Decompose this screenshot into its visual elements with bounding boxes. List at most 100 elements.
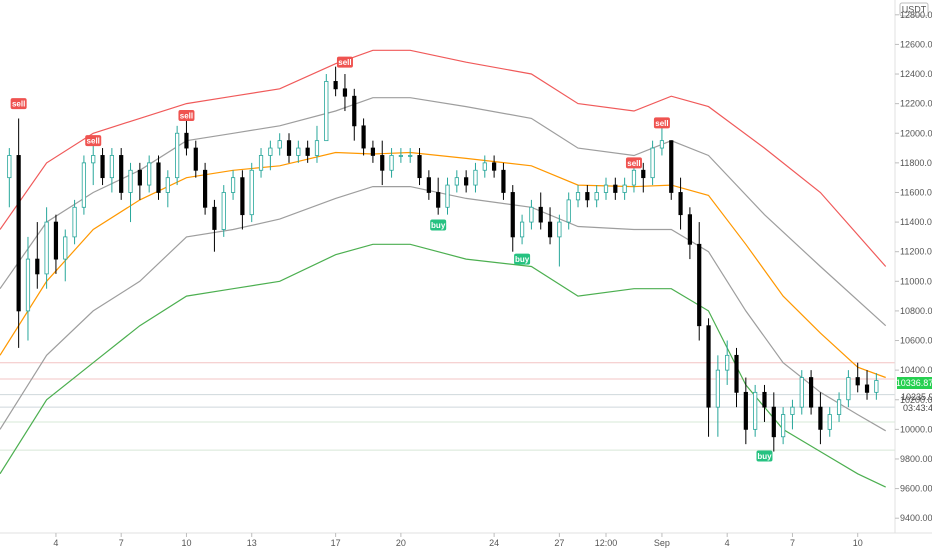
candle — [221, 185, 226, 237]
y-tick-label: 12400.00 — [900, 69, 932, 79]
candle — [277, 133, 282, 156]
signal-label: buy — [757, 452, 772, 461]
candle-body — [538, 206, 543, 223]
signals: sell sell sell sell buy buy sell sell buy — [10, 56, 773, 462]
candle-body — [35, 258, 40, 275]
candle — [72, 199, 77, 245]
candle — [743, 377, 748, 445]
signal-label: sell — [655, 119, 668, 128]
candle-body — [212, 206, 217, 230]
candle-body — [482, 162, 487, 171]
candle — [864, 370, 870, 400]
candle-body — [594, 192, 599, 201]
x-tick-label: 27 — [554, 538, 564, 548]
candle-body — [613, 184, 618, 193]
buy-signal: buy — [756, 450, 773, 462]
lower-inner-band-line — [0, 186, 887, 432]
candle — [361, 118, 366, 156]
x-tick-label: 10 — [853, 538, 863, 548]
y-tick-label: 10600.00 — [900, 336, 932, 346]
candle-body — [734, 354, 739, 393]
candle — [566, 192, 571, 230]
y-tick-label: 9400.00 — [900, 513, 932, 523]
candle-body — [165, 177, 170, 193]
candle — [44, 207, 49, 289]
candle-body — [603, 184, 609, 193]
signal-box — [514, 253, 531, 265]
candle-body — [641, 169, 646, 179]
candle — [687, 207, 692, 260]
candle-body — [203, 169, 208, 208]
candle-body — [445, 184, 450, 208]
candle — [436, 177, 441, 215]
candle-body — [16, 155, 21, 312]
x-tick-label: 20 — [396, 538, 406, 548]
x-tick-label: 4 — [53, 538, 58, 548]
candle-body — [585, 192, 590, 201]
candle-body — [193, 147, 198, 171]
candle-body — [286, 140, 292, 156]
candle — [25, 236, 31, 341]
current-price-label: 10336.87 — [896, 378, 932, 388]
x-tick-label: 12:00 — [595, 538, 618, 548]
candle — [669, 140, 674, 200]
sell-signal: sell — [336, 56, 353, 68]
candle — [165, 170, 170, 208]
signal-label: buy — [431, 221, 446, 230]
candle-body — [314, 140, 320, 156]
candle — [753, 384, 758, 437]
candle-body — [128, 169, 133, 193]
candle-body — [855, 377, 860, 386]
x-tick-label: 4 — [725, 538, 730, 548]
candle — [305, 140, 310, 163]
candle-body — [454, 177, 459, 186]
candle — [771, 392, 776, 452]
candle-body — [361, 125, 366, 149]
candle-body — [510, 192, 515, 238]
candle-body — [529, 206, 534, 223]
candle — [175, 125, 180, 186]
candles — [7, 66, 879, 452]
signal-label: sell — [87, 137, 100, 146]
candle-body — [100, 155, 105, 179]
sell-signal: sell — [10, 98, 27, 110]
signal-label: sell — [12, 100, 25, 109]
candle-body — [827, 414, 832, 430]
candle — [697, 222, 702, 341]
candle — [659, 125, 665, 156]
candle — [408, 148, 413, 163]
bands — [0, 49, 887, 488]
candle — [417, 148, 422, 186]
candle-body — [771, 406, 776, 438]
candle — [389, 148, 394, 178]
candle — [333, 66, 338, 97]
candle-body — [53, 221, 59, 260]
sell-signal: sell — [85, 135, 102, 147]
candle — [137, 162, 142, 200]
candle-body — [63, 236, 68, 260]
candle-body — [277, 140, 282, 149]
candle — [184, 118, 189, 156]
candle — [454, 170, 459, 193]
candle-body — [109, 155, 114, 179]
candle-body — [370, 147, 376, 156]
candle — [445, 177, 450, 215]
candle — [352, 88, 357, 141]
candle-body — [119, 155, 124, 193]
sell-signal: sell — [178, 109, 195, 121]
candle — [538, 192, 543, 230]
candle — [808, 370, 814, 415]
signal-box — [756, 450, 773, 462]
candle — [874, 373, 879, 400]
y-tick-label: 12600.00 — [900, 39, 932, 49]
currency-label: USDT — [902, 5, 927, 15]
candle-body — [156, 162, 161, 193]
candle — [370, 140, 376, 163]
candle-body — [91, 155, 96, 164]
candle — [510, 185, 515, 252]
candle-body — [258, 155, 264, 171]
candle — [547, 207, 553, 245]
candle-body — [389, 155, 394, 171]
